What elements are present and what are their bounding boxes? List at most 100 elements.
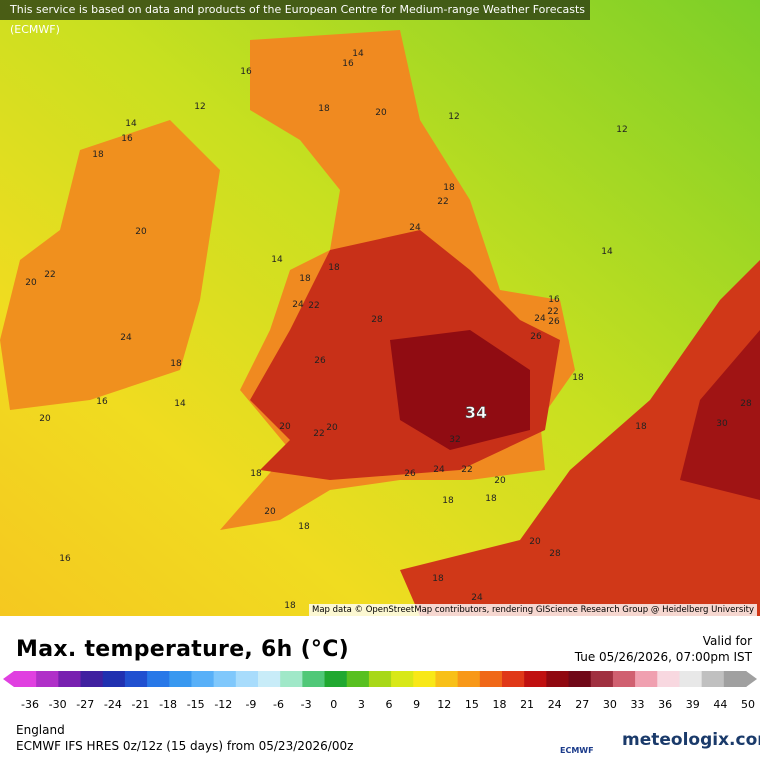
title: Max. temperature, 6h (°C) (16, 637, 350, 662)
bar-segment (635, 671, 658, 687)
contour-label: 22 (547, 307, 558, 317)
bar-segment (191, 671, 215, 687)
contour-label: 16 (59, 554, 71, 564)
contour-label: 20 (326, 423, 338, 433)
tick-label: 36 (658, 698, 672, 711)
continent-core (680, 330, 760, 500)
contour-label: 20 (135, 227, 147, 237)
contour-label: 18 (442, 496, 454, 506)
region: England (16, 723, 65, 737)
bar-segment (657, 671, 680, 687)
bar-segment (413, 671, 436, 687)
bar-segment (368, 671, 392, 687)
tick-label: 33 (631, 698, 645, 711)
contour-label: 14 (601, 247, 613, 257)
contour-label: 20 (25, 278, 37, 288)
bar-segment (235, 671, 259, 687)
contour-label: 16 (96, 397, 108, 407)
contour-label: 20 (264, 507, 276, 517)
tick-label: -6 (273, 698, 284, 711)
tick-label: -30 (49, 698, 67, 711)
contour-label: 22 (44, 270, 55, 280)
contour-label: 28 (740, 399, 752, 409)
contour-label: 18 (170, 359, 182, 369)
contour-label: 20 (279, 422, 291, 432)
valid-time: Tue 05/26/2026, 07:00pm IST (574, 650, 752, 664)
bar-segment (457, 671, 481, 687)
contour-label: 18 (284, 601, 296, 611)
tick-label: -21 (131, 698, 149, 711)
contour-label: 12 (194, 102, 205, 112)
contour-label: 18 (299, 274, 311, 284)
bar-segment (435, 671, 459, 687)
contour-label: 20 (529, 537, 541, 547)
contour-label: 24 (409, 223, 421, 233)
contour-label: 26 (530, 332, 542, 342)
contour-label: 18 (432, 574, 444, 584)
bar-segment (302, 671, 326, 687)
valid-label: Valid for (702, 634, 752, 648)
contour-label: 18 (635, 422, 647, 432)
contour-label: 32 (449, 435, 460, 445)
bar-segment (723, 671, 747, 687)
tick-label: -27 (76, 698, 94, 711)
contour-label: 20 (375, 108, 387, 118)
contour-label: 18 (318, 104, 330, 114)
contour-label: 18 (328, 263, 340, 273)
contour-label: 24 (471, 593, 483, 603)
bar-segment (502, 671, 525, 687)
bar-segment (590, 671, 614, 687)
bar-segment (80, 671, 104, 687)
contour-label: 24 (433, 465, 445, 475)
bar-segment (124, 671, 148, 687)
bar-segment (147, 671, 170, 687)
contour-label: 30 (716, 419, 728, 429)
tick-label: -15 (187, 698, 205, 711)
logo-small: ECMWF (560, 746, 594, 755)
notice: This service is based on data and produc… (0, 0, 590, 36)
contour-label: 24 (292, 300, 304, 310)
bar-segment (280, 671, 303, 687)
contour-label: 14 (174, 399, 186, 409)
tick-label: 6 (386, 698, 393, 711)
model: ECMWF IFS HRES 0z/12z (15 days) from 05/… (16, 739, 354, 753)
tick-label: 30 (603, 698, 617, 711)
tick-label: 21 (520, 698, 534, 711)
contour-label: 14 (125, 119, 137, 129)
contour-label: 20 (494, 476, 506, 486)
tick-label: 18 (492, 698, 506, 711)
contour-label: 18 (250, 469, 262, 479)
bar-segment (391, 671, 414, 687)
tick-label: 15 (465, 698, 479, 711)
tick-label: 27 (575, 698, 589, 711)
attribution: Map data © OpenStreetMap contributors, r… (309, 604, 757, 616)
contour-label: 24 (534, 314, 546, 324)
tick-label: 24 (548, 698, 562, 711)
colorbar (3, 671, 757, 687)
contour-label: 26 (314, 356, 326, 366)
tick-label: 44 (713, 698, 727, 711)
contour-label: 34 (465, 403, 487, 422)
tick-label: 0 (330, 698, 337, 711)
contour-label: 28 (371, 315, 383, 325)
tick-label: 39 (686, 698, 700, 711)
contour-label: 20 (39, 414, 51, 424)
bar-segment (258, 671, 281, 687)
bar-segment (324, 671, 348, 687)
bar-segment (612, 671, 636, 687)
ireland (0, 120, 220, 410)
bar-arrow-right (746, 671, 757, 687)
contour-label: 26 (548, 317, 560, 327)
contour-label: 16 (240, 67, 252, 77)
tick-label: 12 (437, 698, 451, 711)
contour-label: 16 (121, 134, 133, 144)
contour-label: 22 (437, 197, 448, 207)
tick-label: -24 (104, 698, 122, 711)
tick-label: -12 (214, 698, 232, 711)
contour-label: 28 (549, 549, 561, 559)
bar-segment (36, 671, 59, 687)
colorbar-ticks: -36 -30 -27 -24 -21 -18 -15 -12 -9 -6 -3 0 3 6 9 12 15 18… (21, 698, 755, 711)
bar-segment (102, 671, 126, 687)
contour-label: 18 (443, 183, 455, 193)
